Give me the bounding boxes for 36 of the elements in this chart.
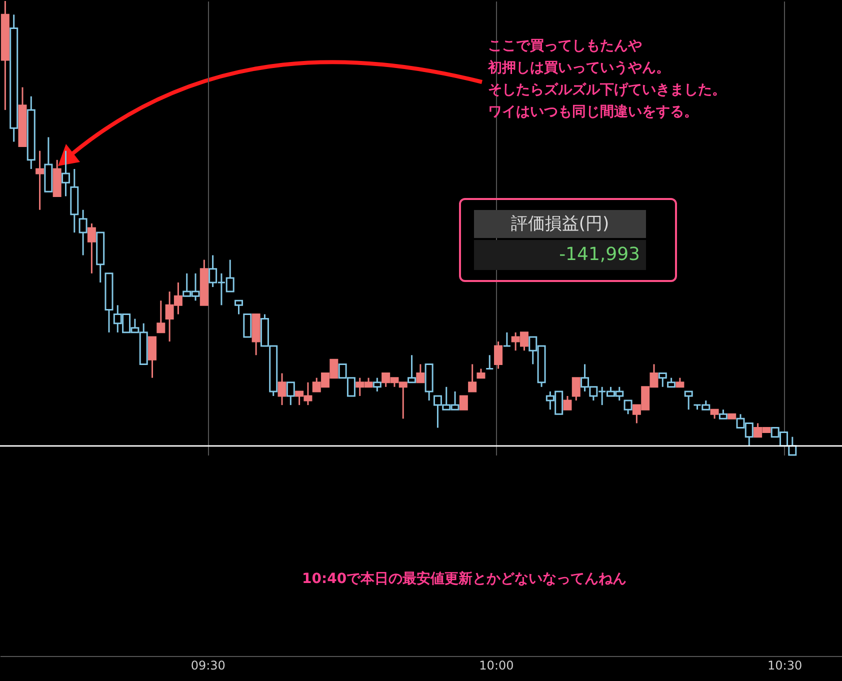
annotation: ワイはいつも同じ間違いをする。 [488,104,698,120]
candlestick [234,300,244,316]
annotation: 初押しは買いっていうやん。 [487,59,670,76]
candlestick [459,395,468,410]
candlestick [468,363,477,392]
candlestick [408,354,416,384]
candlestick [372,377,382,392]
candlestick [61,150,70,197]
candlestick [667,377,676,388]
candlestick [502,332,512,347]
text: 10:40で本日の最安値更新とかどないなってんねん [302,570,627,587]
candlestick [87,222,96,274]
candlestick [148,336,156,379]
candlestick [476,368,486,379]
candlestick [684,390,693,410]
annotation: そしたらズルズル下げていきました。 [488,82,726,98]
x-tick-label: 10:30 [768,658,802,672]
candlestick [243,314,252,338]
candlestick [416,363,425,384]
x-tick-label: 10:00 [479,658,514,672]
candlestick [485,354,494,370]
x-tick-label: 09:30 [190,658,226,672]
candlestick [563,395,572,410]
candlestick [494,340,503,370]
candlestick [718,408,728,420]
candlestick [658,372,667,388]
candlestick [36,150,44,211]
candlestick [676,377,684,388]
candlestick [278,372,286,406]
candlestick [156,300,166,334]
annotation: ここで買ってしもたんや [488,38,642,54]
candlestick [710,408,719,420]
candlestick [78,209,88,256]
candlestick [286,382,295,406]
candlestick [624,400,632,415]
candlestick [572,377,580,402]
